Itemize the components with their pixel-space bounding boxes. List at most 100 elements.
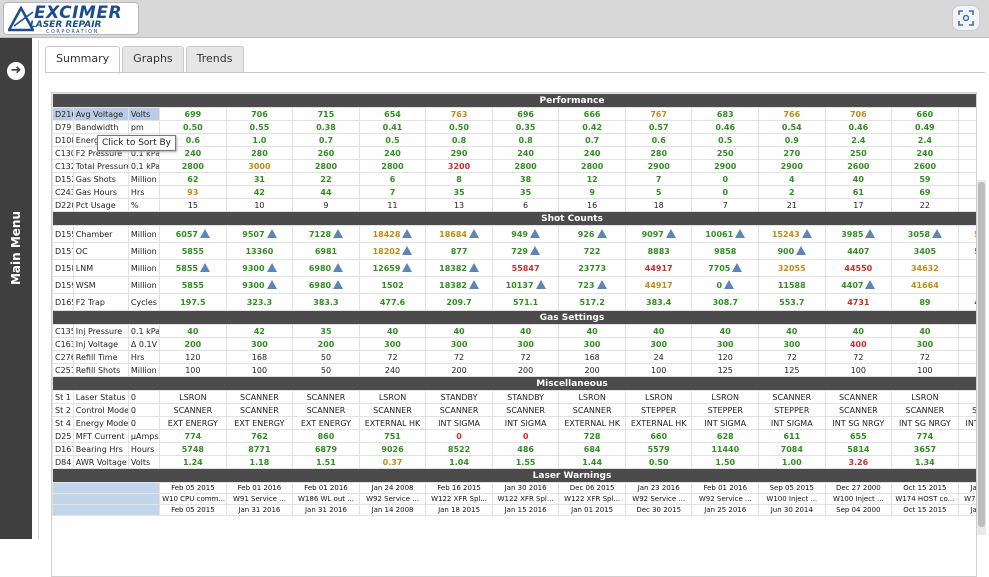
row-id[interactable]: D167 — [52, 442, 74, 456]
warning-cell[interactable]: Oct 15 2015 — [891, 504, 959, 516]
warning-row: Feb 05 2015 Jan 31 2016 Jan 31 2016 Jan 14 … — [52, 504, 976, 516]
row-unit: 0 — [127, 416, 161, 430]
row-name[interactable]: Energy Mode — [72, 416, 129, 430]
warning-cell[interactable]: Jan 30 2016 — [491, 482, 560, 494]
row-id[interactable]: C276 — [52, 350, 74, 364]
warning-cell[interactable]: Dec 06 2015 — [558, 482, 626, 494]
row-name[interactable]: Bandwidth — [72, 120, 129, 134]
vertical-scrollbar-thumb[interactable] — [978, 182, 985, 527]
warning-cell[interactable]: W91 Service ... — [225, 493, 294, 505]
warning-cell[interactable]: Jun 30 2014 — [758, 504, 826, 516]
warning-cell[interactable]: Dec 27 2000 — [824, 482, 893, 494]
row-name[interactable]: WSM — [72, 276, 129, 294]
warning-cell[interactable]: Jan 31 2016 — [292, 504, 360, 516]
fullscreen-button[interactable] — [952, 5, 980, 31]
warning-cell[interactable]: W10 CPU comm... — [159, 493, 227, 505]
row-name[interactable]: Refill Shots — [72, 363, 129, 377]
warning-cell[interactable]: W122 XFR Spl... — [425, 493, 493, 505]
row-id[interactable]: C251 — [52, 363, 74, 377]
row-name[interactable]: Inj Voltage — [72, 337, 129, 351]
row-name[interactable]: Gas Shots — [72, 172, 129, 186]
cell-value: 24 — [653, 352, 664, 362]
warning-cell[interactable]: Jan 29 2016 — [957, 504, 976, 516]
row-name[interactable]: Chamber — [72, 225, 129, 243]
row-name[interactable]: AWR Voltage — [72, 455, 129, 469]
warning-cell[interactable]: Jan 24 2008 — [358, 482, 427, 494]
menu-toggle-icon[interactable]: ➜ — [7, 62, 25, 80]
warning-cell[interactable]: Jan 23 2016 — [624, 482, 693, 494]
warning-cell[interactable]: W100 Inject ... — [758, 493, 826, 505]
row-id[interactable]: D152 — [52, 172, 74, 186]
row-id[interactable]: D165 — [52, 293, 74, 311]
row-id[interactable]: D159 — [52, 276, 74, 294]
cell-value: 72 — [453, 352, 465, 362]
warning-cell[interactable]: Jan 01 2015 — [558, 504, 626, 516]
row-id[interactable]: D158 — [52, 259, 74, 277]
warning-cell[interactable]: Jan 18 2015 — [425, 504, 493, 516]
row-unit: Cycles — [127, 293, 161, 311]
warning-cell[interactable]: Feb 05 2015 — [159, 482, 227, 494]
warning-cell[interactable]: W100 Inject ... — [824, 493, 893, 505]
row-id[interactable]: D25 — [52, 429, 74, 443]
warning-cell[interactable]: W92 Service ... — [358, 493, 427, 505]
row-name[interactable]: Avg Voltage — [72, 107, 129, 121]
row-id[interactable]: D157 — [52, 242, 74, 260]
warning-cell[interactable]: Sep 05 2015 — [758, 482, 826, 494]
row-name[interactable]: MFT Current — [72, 429, 129, 443]
row-id[interactable]: C130 — [52, 146, 74, 160]
warning-cell[interactable]: Dec 30 2015 — [624, 504, 693, 516]
tab-summary[interactable]: Summary — [45, 46, 121, 74]
row-name[interactable]: Laser Status — [72, 390, 129, 404]
warning-cell[interactable]: W122 XFR Spl... — [491, 493, 560, 505]
row-id[interactable]: D216 — [52, 107, 74, 121]
row-name[interactable]: F2 Trap — [72, 293, 129, 311]
row-id[interactable]: C135 — [52, 324, 74, 338]
warning-cell[interactable]: Jan 14 2008 — [358, 504, 427, 516]
warning-cell[interactable]: Feb 01 2016 — [292, 482, 360, 494]
row-name[interactable]: Total Pressure — [72, 159, 129, 173]
cell-value: 4731 — [847, 297, 870, 307]
warning-cell[interactable]: Feb 01 2016 — [225, 482, 294, 494]
row-name[interactable]: Gas Hours — [72, 185, 129, 199]
row-id[interactable]: C243 — [52, 185, 74, 199]
warning-cell[interactable]: Jan 25 2016 — [691, 504, 760, 516]
row-id[interactable]: C132 — [52, 159, 74, 173]
row-name[interactable]: LNM — [72, 259, 129, 277]
warning-cell[interactable]: Jan 31 2016 — [225, 504, 294, 516]
main-menu-sidebar[interactable]: ➜ Main Menu — [0, 38, 32, 539]
row-id[interactable]: St 2 — [52, 403, 74, 417]
row-id[interactable]: D108 — [52, 133, 74, 147]
warning-cell[interactable]: Jan 15 2016 — [491, 504, 560, 516]
row-name[interactable]: Inj Pressure — [72, 324, 129, 338]
warning-cell[interactable]: Feb 05 2015 — [159, 504, 227, 516]
row-id[interactable]: D155 — [52, 225, 74, 243]
row-name[interactable]: Pct Usage — [72, 198, 129, 212]
warning-cell[interactable]: Jan 29 2016 — [957, 482, 976, 494]
warning-cell[interactable]: W122 XFR Spl... — [558, 493, 626, 505]
warning-cell[interactable]: Feb 01 2016 — [691, 482, 760, 494]
warning-cell[interactable]: W92 Service ... — [624, 493, 693, 505]
row-name[interactable]: Bearing Hrs — [72, 442, 129, 456]
row-id[interactable]: D79 — [52, 120, 74, 134]
warning-cell[interactable]: Sep 04 2000 — [824, 504, 893, 516]
warning-cell[interactable]: W186 WL out ... — [292, 493, 360, 505]
warning-cell[interactable]: W92 Service ... — [691, 493, 760, 505]
row-id[interactable]: D84 — [52, 455, 74, 469]
tab-graphs[interactable]: Graphs — [122, 46, 184, 72]
warning-cell[interactable]: W174 HOST co... — [891, 493, 959, 505]
row-name[interactable]: OC — [72, 242, 129, 260]
row-id[interactable]: C163 — [52, 337, 74, 351]
row-name[interactable]: Refill Time — [72, 350, 129, 364]
tab-trends[interactable]: Trends — [185, 46, 244, 72]
row-id[interactable]: St 1 — [52, 390, 74, 404]
cell-value: 553.7 — [779, 297, 805, 307]
warning-cell[interactable]: Feb 16 2015 — [425, 482, 493, 494]
value-cell: SCANNER — [225, 390, 294, 404]
warning-cell[interactable]: Oct 15 2015 — [891, 482, 959, 494]
warning-cell[interactable]: W74 Manf lea... — [957, 493, 976, 505]
row-id[interactable]: D220 — [52, 198, 74, 212]
row-name[interactable]: Control Mode — [72, 403, 129, 417]
value-cell: 33591 — [957, 259, 976, 277]
row-id[interactable]: St 4 — [52, 416, 74, 430]
